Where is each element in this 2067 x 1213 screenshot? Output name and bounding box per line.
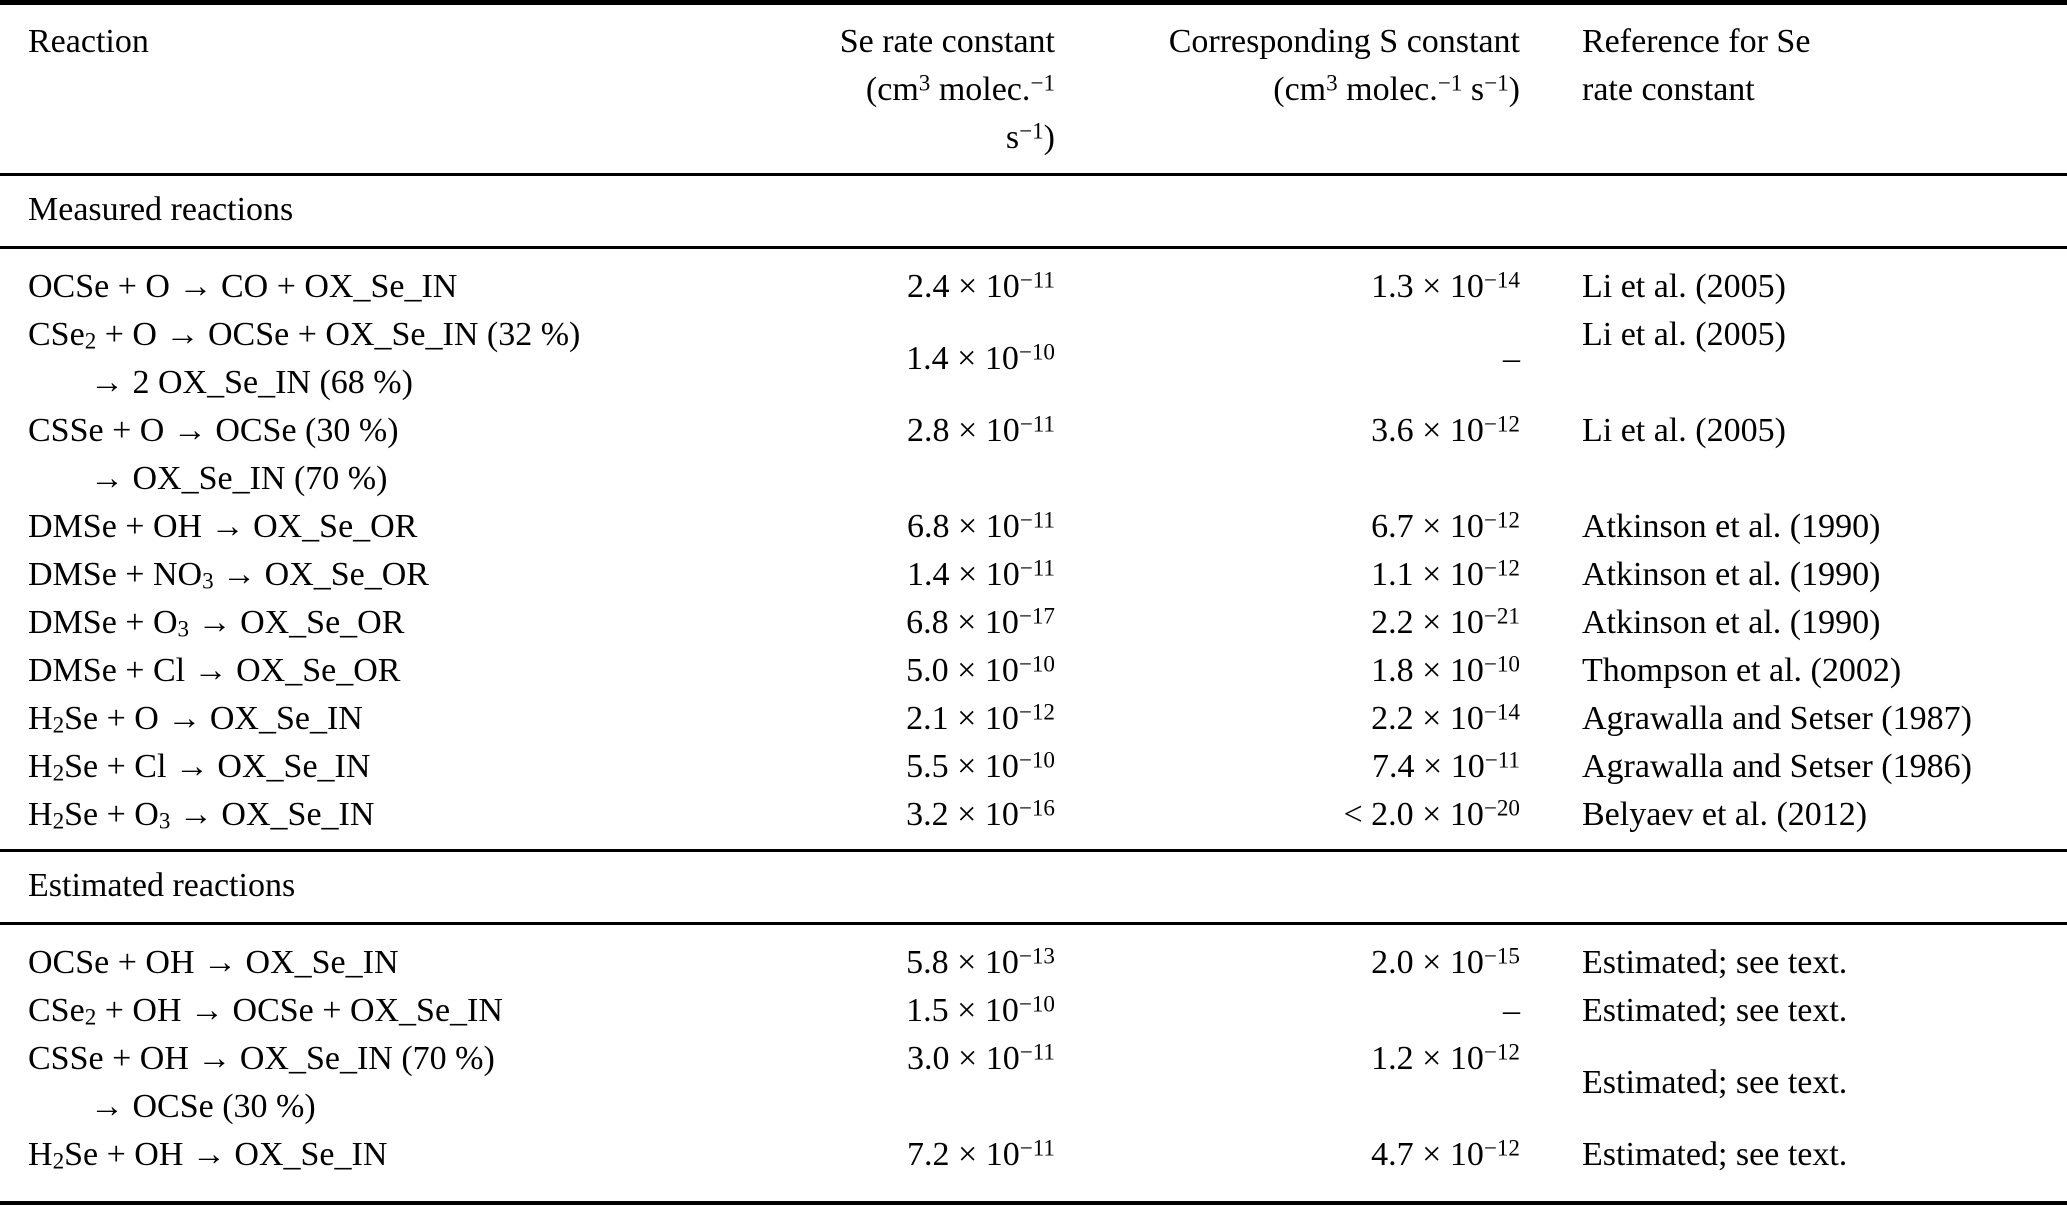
section-rows: OCSe + OH → OX_Se_IN 5.8 × 10−13 2.0 × 10−… (0, 925, 2067, 1201)
s-header-line1: Corresponding S constant (1168, 23, 1520, 60)
s-constant-cell: – (1503, 992, 1520, 1029)
table-row: CSe2 + OH → OCSe + OX_Se_IN 1.5 × 10−10 – E… (0, 987, 2067, 1035)
reaction-cell: DMSe + OH → OX_Se_OR (28, 508, 418, 545)
column-header-reference: Reference for Se rate constant (1520, 18, 2067, 114)
reference-cell: Belyaev et al. (2012) (1582, 796, 1868, 833)
se-header-line1: Se rate constant (839, 23, 1055, 60)
reaction-cell: H2Se + O3 → OX_Se_IN (28, 796, 375, 835)
se-rate-constant-cell: 3.2 × 10−16 (906, 795, 1055, 833)
reference-cell: Estimated; see text. (1582, 1136, 1848, 1173)
reference-cell: Li et al. (2005) (1582, 268, 1786, 305)
column-header-reaction-label: Reaction (28, 23, 149, 60)
se-rate-constant-cell: 2.8 × 10−11 (907, 411, 1055, 449)
table-row: CSSe + O → OCSe (30 %) → OX_Se_IN (70 %) 2… (0, 407, 2067, 503)
s-constant-cell: 1.8 × 10−10 (1371, 651, 1520, 689)
column-header-reaction: Reaction (0, 18, 828, 66)
reaction-cell: CSe2 + O → OCSe + OX_Se_IN (32 %) → 2 OX_… (28, 316, 581, 401)
s-constant-cell: 3.6 × 10−12 (1371, 411, 1520, 449)
section-rows: OCSe + O → CO + OX_Se_IN 2.4 × 10−11 1.3 ×… (0, 249, 2067, 852)
reference-cell: Thompson et al. (2002) (1582, 652, 1902, 689)
s-constant-cell: < 2.0 × 10−20 (1343, 795, 1520, 833)
section-title: Estimated reactions (28, 867, 296, 904)
column-header-s-constant: Corresponding S constant (cm3 molec.−1 s… (1055, 18, 1520, 114)
reaction-cell: DMSe + O3 → OX_Se_OR (28, 604, 405, 643)
se-rate-constant-cell: 5.8 × 10−13 (906, 943, 1055, 981)
ref-header-line2: rate constant (1582, 71, 1755, 108)
s-constant-cell: 1.3 × 10−14 (1371, 267, 1520, 305)
reaction-cell: CSSe + OH → OX_Se_IN (70 %) → OCSe (30 %) (28, 1040, 495, 1125)
reference-cell: Atkinson et al. (1990) (1582, 556, 1881, 593)
s-constant-cell: – (1503, 340, 1520, 377)
reference-cell: Li et al. (2005) (1582, 412, 1786, 449)
se-rate-constant-cell: 1.4 × 10−11 (907, 555, 1055, 593)
reaction-cell: H2Se + OH → OX_Se_IN (28, 1136, 388, 1175)
se-rate-constant-cell: 3.0 × 10−11 (907, 1039, 1055, 1077)
reaction-cell: DMSe + Cl → OX_Se_OR (28, 652, 401, 689)
reference-cell: Agrawalla and Setser (1986) (1582, 748, 1972, 785)
s-constant-cell: 7.4 × 10−11 (1372, 747, 1520, 785)
reference-cell: Li et al. (2005) (1582, 316, 1786, 353)
se-rate-constant-cell: 6.8 × 10−11 (907, 507, 1055, 545)
section-title: Measured reactions (28, 191, 294, 228)
s-constant-cell: 4.7 × 10−12 (1371, 1135, 1520, 1173)
table-row: OCSe + OH → OX_Se_IN 5.8 × 10−13 2.0 × 10−… (0, 939, 2067, 987)
se-rate-constant-cell: 7.2 × 10−11 (907, 1135, 1055, 1173)
table-row: H2Se + O → OX_Se_IN 2.1 × 10−12 2.2 × 10−1… (0, 695, 2067, 743)
reaction-cell: H2Se + O → OX_Se_IN (28, 700, 363, 739)
reaction-cell: H2Se + Cl → OX_Se_IN (28, 748, 371, 787)
s-constant-cell: 2.2 × 10−14 (1371, 699, 1520, 737)
table-row: H2Se + Cl → OX_Se_IN 5.5 × 10−10 7.4 × 10−… (0, 743, 2067, 791)
s-constant-cell: 1.2 × 10−12 (1371, 1039, 1520, 1077)
table-body: Measured reactions OCSe + O → CO + OX_Se_… (0, 176, 2067, 1201)
s-header-units: (cm3 molec.−1 s−1) (1273, 70, 1520, 108)
reference-cell: Estimated; see text. (1582, 1064, 1848, 1101)
reference-cell: Atkinson et al. (1990) (1582, 508, 1881, 545)
table-row: H2Se + OH → OX_Se_IN 7.2 × 10−11 4.7 × 10−… (0, 1131, 2067, 1179)
reference-cell: Agrawalla and Setser (1987) (1582, 700, 1972, 737)
table-row: CSe2 + O → OCSe + OX_Se_IN (32 %) → 2 OX_… (0, 311, 2067, 407)
reference-cell: Estimated; see text. (1582, 944, 1848, 981)
table-row: H2Se + O3 → OX_Se_IN 3.2 × 10−16 < 2.0 × 1… (0, 791, 2067, 839)
reaction-cell: CSe2 + OH → OCSe + OX_Se_IN (28, 992, 503, 1031)
reaction-cell: DMSe + NO3 → OX_Se_OR (28, 556, 429, 595)
se-rate-constant-cell: 2.1 × 10−12 (906, 699, 1055, 737)
se-rate-constant-cell: 5.5 × 10−10 (906, 747, 1055, 785)
table-row: DMSe + OH → OX_Se_OR 6.8 × 10−11 6.7 × 10−… (0, 503, 2067, 551)
se-header-units: (cm3 molec.−1 s−1) (865, 70, 1055, 156)
s-constant-cell: 2.0 × 10−15 (1371, 943, 1520, 981)
table-header: Reaction Se rate constant (cm3 molec.−1 … (0, 5, 2067, 176)
table-row: DMSe + O3 → OX_Se_OR 6.8 × 10−17 2.2 × 10−… (0, 599, 2067, 647)
reaction-cell: OCSe + O → CO + OX_Se_IN (28, 268, 458, 305)
reaction-cell: CSSe + O → OCSe (30 %) → OX_Se_IN (70 %) (28, 412, 399, 497)
s-constant-cell: 6.7 × 10−12 (1371, 507, 1520, 545)
column-header-se-rate-constant: Se rate constant (cm3 molec.−1 s−1) (828, 18, 1055, 162)
reference-cell: Atkinson et al. (1990) (1582, 604, 1881, 641)
table-row: DMSe + Cl → OX_Se_OR 5.0 × 10−10 1.8 × 10−… (0, 647, 2067, 695)
s-constant-cell: 2.2 × 10−21 (1371, 603, 1520, 641)
s-constant-cell: 1.1 × 10−12 (1371, 555, 1520, 593)
ref-header-line1: Reference for Se (1582, 23, 1811, 60)
se-rate-constant-cell: 6.8 × 10−17 (906, 603, 1055, 641)
reference-cell: Estimated; see text. (1582, 992, 1848, 1029)
table-row: CSSe + OH → OX_Se_IN (70 %) → OCSe (30 %)… (0, 1035, 2067, 1131)
se-rate-constant-cell: 1.4 × 10−10 (906, 339, 1055, 377)
se-rate-constant-cell: 5.0 × 10−10 (906, 651, 1055, 689)
se-rate-constant-cell: 1.5 × 10−10 (906, 991, 1055, 1029)
table-row: DMSe + NO3 → OX_Se_OR 1.4 × 10−11 1.1 × 10… (0, 551, 2067, 599)
reaction-cell: OCSe + OH → OX_Se_IN (28, 944, 399, 981)
table-row: OCSe + O → CO + OX_Se_IN 2.4 × 10−11 1.3 ×… (0, 263, 2067, 311)
se-rate-constant-cell: 2.4 × 10−11 (907, 267, 1055, 305)
